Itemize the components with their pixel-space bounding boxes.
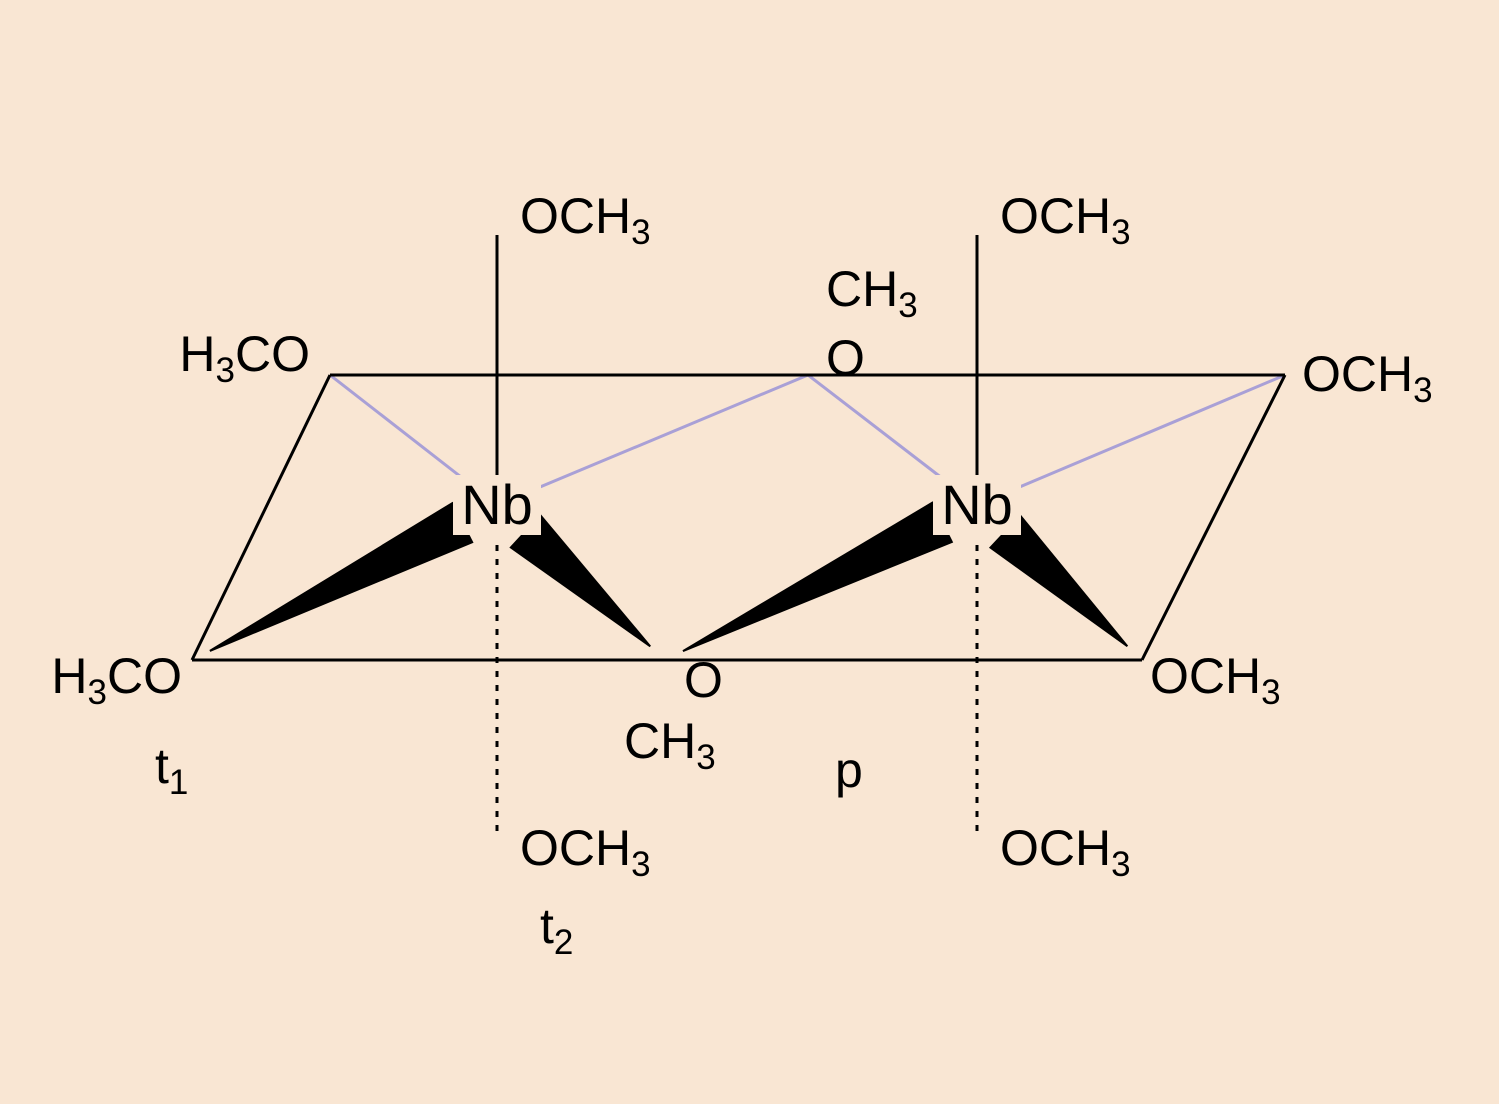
- edge-Nb_right-back_right: [977, 375, 1285, 505]
- label-p: p: [835, 745, 863, 795]
- label-och3_top_right: OCH3: [1000, 191, 1131, 250]
- diagram-stage: NbNbOCH3OCH3OCH3OCH3H3COOCH3H3COOCH3CH3O…: [0, 0, 1499, 1104]
- label-back_mid_o: O: [826, 333, 865, 383]
- edge-front_right-back_right: [1142, 375, 1285, 660]
- label-front_mid_ch3: CH3: [624, 716, 716, 775]
- label-t1: t1: [155, 741, 188, 800]
- edge-front_left-back_left: [192, 375, 330, 660]
- label-och3_back_right: OCH3: [1302, 349, 1433, 408]
- label-och3_top_left: OCH3: [520, 191, 651, 250]
- label-t2: t2: [540, 901, 573, 960]
- label-back_mid_ch3: CH3: [826, 264, 918, 323]
- label-nb1: Nb: [453, 475, 541, 535]
- diagram-svg: [0, 0, 1499, 1104]
- label-och3_front_right: OCH3: [1150, 651, 1281, 710]
- wedge-Nb_left-front_left: [209, 502, 473, 652]
- edge-Nb_left-back_midO: [497, 375, 808, 505]
- label-nb2: Nb: [933, 475, 1021, 535]
- label-h3co_back_left: H3CO: [179, 329, 310, 388]
- label-h3co_front_left: H3CO: [51, 651, 182, 710]
- label-och3_bot_right: OCH3: [1000, 823, 1131, 882]
- label-front_mid_o: O: [684, 655, 723, 705]
- wedge-Nb_right-front_midO: [682, 501, 953, 652]
- label-och3_bot_left: OCH3: [520, 823, 651, 882]
